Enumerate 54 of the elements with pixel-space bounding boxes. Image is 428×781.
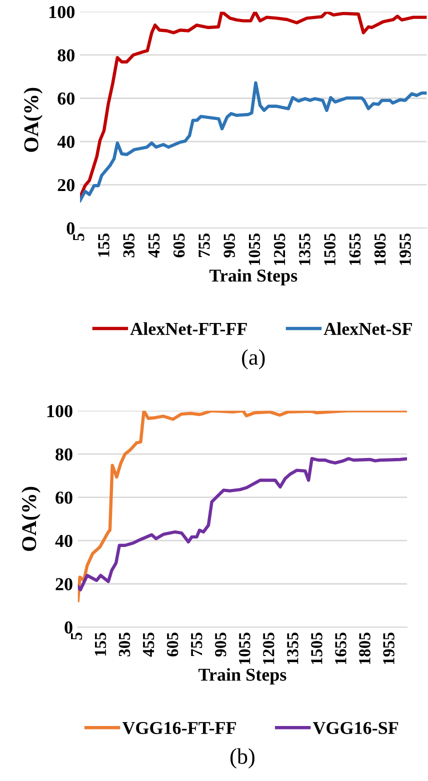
legend-label: AlexNet-SF — [324, 322, 412, 335]
y-axis-title: OA(%) — [24, 88, 43, 152]
x-axis-title: Train Steps — [209, 269, 298, 286]
y-tick-label: 20 — [56, 578, 72, 590]
x-tick-label: 155 — [94, 632, 106, 656]
legend-label: AlexNet-FT-FF — [130, 322, 247, 335]
line-series — [78, 457, 408, 592]
y-tick-label: 0 — [64, 621, 72, 634]
x-tick-label: 455 — [143, 632, 154, 657]
x-tick-label: 305 — [118, 632, 130, 656]
y-tick-label: 0 — [66, 222, 74, 234]
x-tick-label: 1355 — [299, 234, 310, 265]
legend-label: VGG16-SF — [312, 722, 398, 734]
x-tick-label: 755 — [198, 234, 210, 257]
y-tick-label: 40 — [57, 136, 74, 148]
y-tick-label: 60 — [58, 92, 74, 105]
line-series — [80, 81, 427, 202]
x-tick-label: 455 — [148, 234, 160, 258]
x-tick-label: 1355 — [287, 632, 298, 664]
x-tick-label: 305 — [123, 234, 134, 258]
x-tick-label: 1205 — [263, 632, 274, 664]
line-series — [78, 410, 408, 602]
x-tick-label: 5 — [73, 234, 84, 241]
x-tick-label: 1505 — [324, 234, 336, 265]
x-tick-label: 1655 — [349, 234, 361, 265]
x-tick-label: 1955 — [400, 234, 411, 265]
x-tick-label: 5 — [70, 632, 82, 640]
x-tick-label: 755 — [191, 632, 202, 656]
y-tick-label: 100 — [50, 6, 74, 18]
y-tick-label: 100 — [47, 405, 72, 418]
x-tick-label: 905 — [214, 632, 226, 657]
x-tick-label: 1205 — [274, 234, 286, 265]
y-tick-label: 20 — [58, 179, 74, 192]
legend-label: VGG16-FT-FF — [122, 722, 236, 734]
y-tick-label: 40 — [55, 534, 72, 548]
x-tick-label: 1805 — [374, 234, 386, 265]
x-tick-label: 605 — [166, 632, 178, 656]
x-tick-label: 605 — [173, 234, 185, 258]
y-tick-label: 60 — [56, 492, 72, 504]
x-tick-label: 1055 — [238, 632, 250, 664]
x-tick-label: 1655 — [335, 632, 346, 664]
text: (a) — [242, 349, 265, 370]
x-tick-label: 155 — [98, 234, 110, 257]
x-tick-label: 905 — [224, 234, 235, 258]
x-axis-title: Train Steps — [198, 668, 286, 684]
x-tick-label: 1805 — [359, 632, 370, 664]
text: (b) — [230, 748, 254, 768]
y-tick-label: 80 — [58, 49, 74, 62]
x-tick-label: 1955 — [383, 632, 394, 664]
line-series — [80, 12, 427, 199]
x-tick-label: 1055 — [248, 234, 260, 265]
y-tick-label: 80 — [56, 448, 72, 461]
x-tick-label: 1505 — [311, 632, 322, 664]
y-axis-title: OA(%) — [22, 486, 40, 551]
